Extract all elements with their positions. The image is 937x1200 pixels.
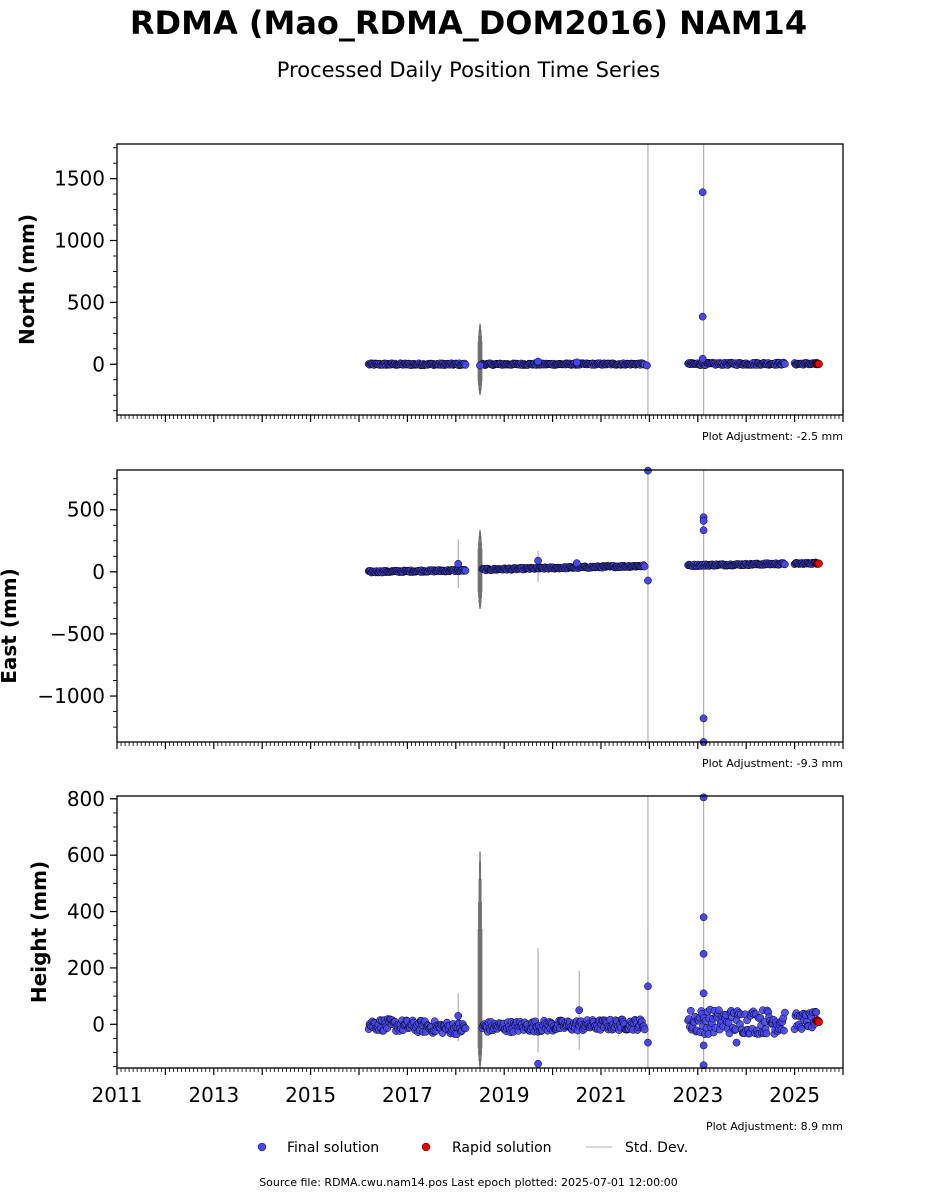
legend-label: Final solution <box>287 1140 379 1156</box>
north-panel: 0 500 1000 1500 North (mm) Plot Adjustment: -… <box>15 143 844 443</box>
final-solution-point <box>454 1012 463 1020</box>
final-solution-point <box>699 913 708 922</box>
x-tick-label: 2011 <box>92 1083 143 1107</box>
final-solution-point <box>732 1038 741 1047</box>
final-solution-point <box>454 559 463 568</box>
north-plot-adjustment: Plot Adjustment: -2.5 mm <box>702 430 843 443</box>
y-tick-label: 1000 <box>54 229 105 253</box>
final-solution-point <box>476 361 484 370</box>
x-tick-label: 2021 <box>576 1083 627 1107</box>
final-solution-point <box>461 360 470 369</box>
east-axis-label: East (mm) <box>0 568 21 684</box>
y-tick-label: 1500 <box>54 167 105 191</box>
final-solution-point <box>698 354 707 363</box>
final-solution-point <box>781 560 789 569</box>
final-solution-point <box>698 312 707 321</box>
final-solution-point <box>644 982 652 991</box>
y-tick-label: 500 <box>67 290 105 314</box>
final-solution-point <box>643 361 651 370</box>
final-solution-point <box>699 949 708 958</box>
final-solution-point <box>781 360 789 368</box>
x-tick-label: 2017 <box>382 1083 433 1107</box>
rapid-solution-point <box>814 359 823 368</box>
final-solution-point <box>640 1025 649 1034</box>
final-solution-point <box>781 1008 789 1017</box>
height-panel: 0 200 400 600 800 2011 2013 2015 2017 2019 2021 202… <box>27 787 844 1133</box>
y-tick-label: 500 <box>67 498 105 522</box>
final-solution-point <box>699 793 708 802</box>
x-tick-label: 2019 <box>479 1083 530 1107</box>
final-solution-point <box>534 357 542 366</box>
final-solution-point <box>572 358 581 367</box>
final-solution-point <box>461 566 470 575</box>
y-tick-label: 0 <box>92 352 105 376</box>
legend-label: Std. Dev. <box>625 1140 688 1156</box>
y-tick-label: 0 <box>92 560 105 584</box>
height-plot-adjustment: Plot Adjustment: 8.9 mm <box>706 1120 843 1133</box>
final-solution-point <box>461 1024 470 1033</box>
rapid-solution-point <box>814 559 823 568</box>
height-axis-label: Height (mm) <box>27 861 51 1003</box>
final-solution-point <box>699 526 708 535</box>
final-solution-point <box>724 1018 733 1027</box>
final-solution-point <box>644 1038 652 1047</box>
final-solution-point <box>780 1026 788 1035</box>
y-tick-label: 600 <box>67 843 105 867</box>
final-solution-point <box>715 1006 723 1015</box>
x-tick-label: 2025 <box>769 1083 820 1107</box>
final-solution-point <box>699 1061 708 1070</box>
final-solution-point <box>797 1025 806 1033</box>
final-solution-point <box>699 714 708 723</box>
final-solution-point <box>699 1041 708 1050</box>
final-solution-point <box>534 556 542 565</box>
final-solution-point <box>575 1006 584 1015</box>
final-solution-point <box>699 989 708 998</box>
final-solution-point <box>640 562 649 571</box>
x-tick-label: 2013 <box>188 1083 239 1107</box>
east-plot-adjustment: Plot Adjustment: -9.3 mm <box>702 757 843 770</box>
source-note: Source file: RDMA.cwu.nam14.pos Last epo… <box>259 1176 678 1189</box>
final-solution-point <box>686 1006 695 1015</box>
final-solution-point <box>698 188 707 197</box>
y-tick-label: 800 <box>67 787 105 811</box>
final-solution-point <box>534 1059 542 1068</box>
figure-subtitle: Processed Daily Position Time Series <box>276 58 661 82</box>
y-tick-label: 400 <box>67 900 105 924</box>
legend-label: Rapid solution <box>452 1140 552 1156</box>
east-panel: −1000 −500 0 500 East (mm) Plot Adjustment: -… <box>0 466 844 770</box>
final-solution-point <box>572 559 581 568</box>
x-tick-label: 2023 <box>672 1083 723 1107</box>
legend-final-marker <box>257 1142 267 1152</box>
north-axis-label: North (mm) <box>15 214 39 345</box>
final-solution-point <box>812 1008 821 1017</box>
x-tick-label: 2015 <box>285 1083 336 1107</box>
final-solution-point <box>699 517 708 525</box>
y-tick-label: −500 <box>50 622 105 646</box>
y-tick-label: 200 <box>67 956 105 980</box>
figure-title: RDMA (Mao_RDMA_DOM2016) NAM14 <box>129 4 808 42</box>
y-tick-label: −1000 <box>37 684 105 708</box>
final-solution-point <box>762 1029 771 1038</box>
final-solution-point <box>644 576 652 585</box>
rapid-solution-point <box>814 1017 823 1027</box>
legend-rapid-marker <box>421 1142 431 1152</box>
y-tick-label: 0 <box>92 1012 105 1036</box>
legend: Final solution Rapid solution Std. Dev. <box>257 1140 688 1156</box>
